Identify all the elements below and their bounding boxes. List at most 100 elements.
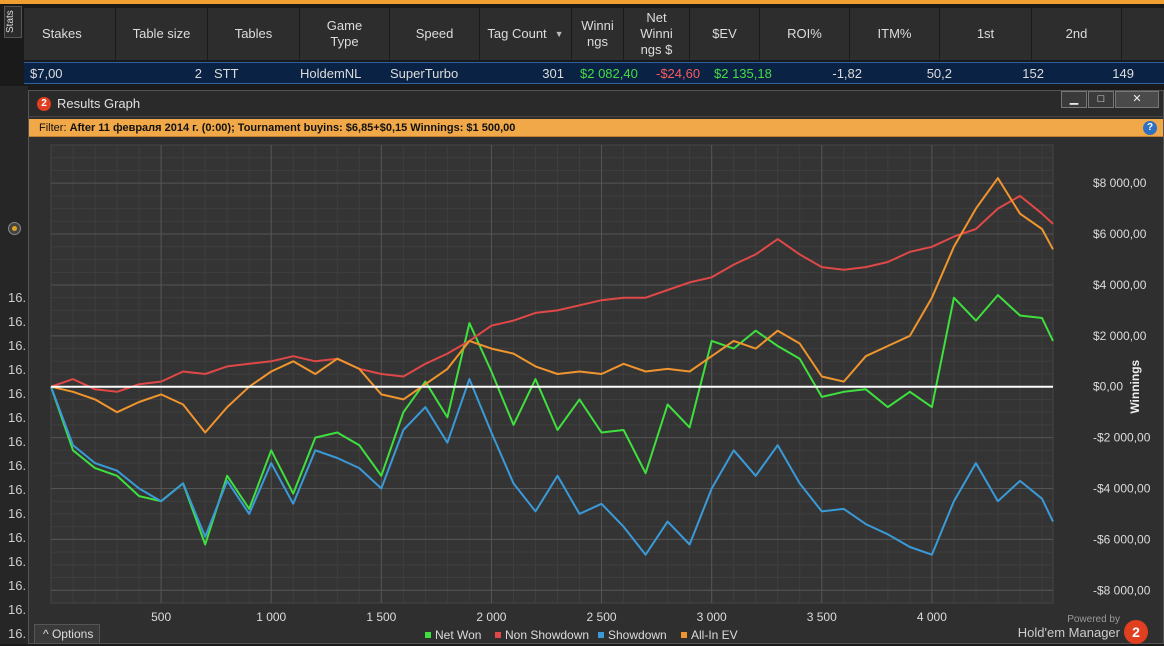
window-titlebar[interactable]: 2 Results Graph ▁ □ ✕ <box>29 91 1163 117</box>
legend-swatch <box>495 632 501 638</box>
list-item: 16. <box>8 506 27 521</box>
col-first[interactable]: 1st <box>940 8 1032 60</box>
list-item: 16. <box>8 362 27 377</box>
hm-brand-logo-icon: 2 <box>1124 620 1148 644</box>
stats-tab[interactable]: Stats <box>4 6 22 38</box>
col-label: ROI% <box>787 26 822 41</box>
col-tables[interactable]: Tables <box>208 8 300 60</box>
legend-swatch <box>598 632 604 638</box>
chevron-up-icon: ^ <box>43 627 52 641</box>
y-tick-label: -$2 000,00 <box>1093 431 1151 445</box>
series-line-non-showdown <box>50 194 1054 393</box>
legend-swatch <box>681 632 687 638</box>
y-tick-label: $0,00 <box>1093 380 1123 394</box>
list-item: 16. <box>8 578 27 593</box>
y-tick-label: $4 000,00 <box>1093 278 1147 292</box>
col-label: Winni ngs <box>581 18 614 49</box>
x-tick-label: 1 000 <box>256 610 286 624</box>
list-item: 16. <box>8 386 27 401</box>
brand: Powered by Hold'em Manager <box>1018 614 1120 640</box>
filter-bar[interactable]: Filter: After 11 февраля 2014 г. (0:00);… <box>29 119 1163 137</box>
cell-game-type: HoldemNL <box>300 65 362 81</box>
y-tick-label: $2 000,00 <box>1093 329 1147 343</box>
list-item: 16. <box>8 290 27 305</box>
cell-ev: $2 135,18 <box>714 65 772 81</box>
options-label: Options <box>51 627 94 641</box>
col-label: Net Winni ngs $ <box>640 10 673 57</box>
stats-table-header: Stakes Table size Tables Game Type Speed… <box>24 8 1164 60</box>
col-label: Tag Count <box>487 26 547 41</box>
cell-stakes: $7,00 <box>30 65 63 81</box>
col-label: Tables <box>234 26 273 41</box>
col-tag-count[interactable]: Tag Count ▼ <box>480 8 572 60</box>
x-tick-label: 2 500 <box>587 610 617 624</box>
col-itm[interactable]: ITM% <box>850 8 940 60</box>
col-ev[interactable]: $EV <box>690 8 760 60</box>
list-item: 16. <box>8 458 27 473</box>
top-accent-bar <box>0 0 1164 4</box>
series-line-showdown <box>50 378 1054 556</box>
col-game-type[interactable]: Game Type <box>300 8 390 60</box>
cell-net-winnings: -$24,60 <box>656 65 701 81</box>
y-tick-label: $6 000,00 <box>1093 227 1147 241</box>
col-stakes[interactable]: Stakes <box>24 8 116 60</box>
cell-second: 149 <box>1112 65 1134 81</box>
filter-text: After 11 февраля 2014 г. (0:00); Tournam… <box>69 122 516 134</box>
col-label: 2nd <box>1065 26 1088 41</box>
legend-label: All-In EV <box>691 628 738 642</box>
list-item: 16. <box>8 434 27 449</box>
y-tick-label: $8 000,00 <box>1093 176 1147 190</box>
hm-logo-icon: 2 <box>37 97 51 111</box>
x-tick-label: 3 000 <box>697 610 727 624</box>
x-tick-label: 3 500 <box>807 610 837 624</box>
cell-first: 152 <box>1022 65 1044 81</box>
background-list-strip: 16. 16. 16. 16. 16. 16. 16. 16. 16. 16. … <box>0 86 28 644</box>
legend-label: Showdown <box>608 628 667 642</box>
y-tick-label: -$4 000,00 <box>1093 482 1151 496</box>
powered-by-label: Powered by <box>1067 614 1120 625</box>
col-table-size[interactable]: Table size <box>116 8 208 60</box>
col-second[interactable]: 2nd <box>1032 8 1122 60</box>
series-line-all-in-ev <box>50 177 1054 434</box>
results-chart: 500 1 000 1 500 2 000 2 500 3 000 3 500 4 000 $8… <box>29 137 1163 646</box>
col-label: 1st <box>976 26 995 41</box>
legend-swatch <box>425 632 431 638</box>
x-tick-label: 500 <box>151 610 171 624</box>
y-axis-label: Winnings <box>1128 359 1142 413</box>
legend-label: Net Won <box>435 628 481 642</box>
list-item: 16. <box>8 410 27 425</box>
chevron-down-icon: ▼ <box>554 29 564 39</box>
maximize-button[interactable]: □ <box>1088 91 1114 108</box>
x-tick-label: 2 000 <box>476 610 506 624</box>
cell-roi: -1,82 <box>832 65 862 81</box>
col-label: Stakes <box>42 26 82 41</box>
close-button[interactable]: ✕ <box>1115 91 1159 108</box>
minimize-button[interactable]: ▁ <box>1061 91 1087 108</box>
results-chart-svg: 500 1 000 1 500 2 000 2 500 3 000 3 500 4 000 $8… <box>50 144 1151 646</box>
filter-prefix: Filter: <box>39 122 67 134</box>
col-roi[interactable]: ROI% <box>760 8 850 60</box>
list-item: 16. <box>8 338 27 353</box>
col-label: Speed <box>415 26 454 41</box>
col-label: $EV <box>712 26 737 41</box>
x-tick-label: 1 500 <box>366 610 396 624</box>
col-winnings[interactable]: Winni ngs <box>572 8 624 60</box>
cell-table-size: 2 <box>194 65 202 81</box>
col-label: Table size <box>132 26 191 41</box>
cell-speed: SuperTurbo <box>390 65 459 81</box>
radio-button[interactable] <box>8 222 21 235</box>
col-label: ITM% <box>877 26 912 41</box>
col-speed[interactable]: Speed <box>390 8 480 60</box>
x-tick-label: 4 000 <box>917 610 947 624</box>
list-item: 16. <box>8 626 27 641</box>
y-tick-label: -$6 000,00 <box>1093 532 1151 546</box>
col-label: Game Type <box>326 18 363 49</box>
table-row[interactable]: $7,00 2 STT HoldemNL SuperTurbo 301 $2 0… <box>24 62 1164 84</box>
help-icon[interactable]: ? <box>1143 121 1157 135</box>
list-item: 16. <box>8 554 27 569</box>
results-graph-window: 2 Results Graph ▁ □ ✕ Filter: After 11 ф… <box>28 90 1164 646</box>
options-button[interactable]: ^ Options <box>34 624 100 644</box>
cell-winnings: $2 082,40 <box>580 65 638 81</box>
col-net-winnings[interactable]: Net Winni ngs $ <box>624 8 690 60</box>
cell-itm: 50,2 <box>926 65 952 81</box>
